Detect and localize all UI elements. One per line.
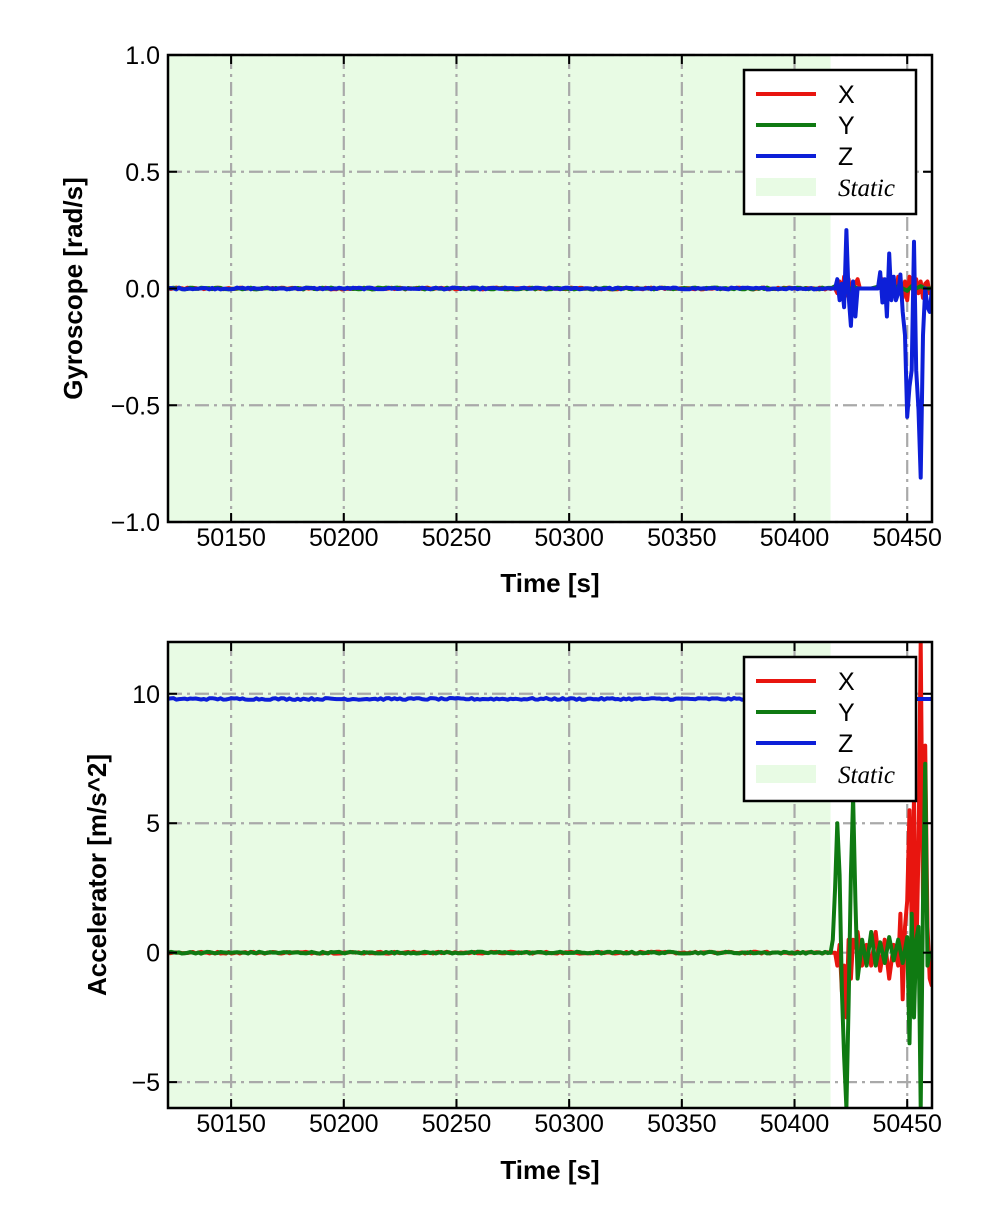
legend-label-Y: Y bbox=[838, 112, 855, 140]
legend: XYZ Static bbox=[742, 68, 918, 216]
series-line-Z bbox=[168, 228, 932, 480]
y-tick-label: −1.0 bbox=[111, 509, 160, 537]
y-tick-label: 10 bbox=[132, 681, 160, 709]
y-tick-label: 0 bbox=[146, 940, 160, 968]
legend-label-X: X bbox=[838, 668, 855, 696]
x-tick-label: 50350 bbox=[647, 524, 717, 552]
x-tick-label: 50300 bbox=[534, 1110, 604, 1138]
chart-panel-2: 50150 50200 50250 50300 50350 50400 50450 −5 0 5 1… bbox=[82, 640, 942, 1185]
legend-label-static: Static bbox=[838, 175, 895, 202]
x-tick-label: 50450 bbox=[872, 524, 942, 552]
x-axis-label: Time [s] bbox=[500, 568, 599, 598]
legend-label-static: Static bbox=[838, 762, 895, 789]
legend-label-Y: Y bbox=[838, 699, 855, 727]
y-tick-label: −5 bbox=[131, 1069, 160, 1097]
x-axis-label: Time [s] bbox=[500, 1155, 599, 1185]
x-tick-label: 50350 bbox=[647, 1110, 717, 1138]
legend-label-X: X bbox=[838, 81, 855, 109]
axes-frame bbox=[166, 640, 934, 1110]
legend-swatch-static bbox=[756, 178, 816, 196]
legend-swatch-static bbox=[756, 765, 816, 783]
x-tick-label: 50150 bbox=[196, 524, 266, 552]
y-tick-label: −0.5 bbox=[111, 392, 160, 420]
series-line-Y bbox=[168, 761, 932, 1108]
x-tick-label: 50300 bbox=[534, 524, 604, 552]
y-axis-label: Accelerator [m/s^2] bbox=[82, 754, 112, 996]
y-tick-label: 0.5 bbox=[125, 159, 160, 187]
chart-panel-1: 50150 50200 50250 50300 50350 50400 50450 −1.0 −… bbox=[58, 42, 942, 598]
x-tick-label: 50450 bbox=[872, 1110, 942, 1138]
y-tick-label: 5 bbox=[146, 810, 160, 838]
static-region bbox=[168, 642, 831, 1108]
y-axis-label: Gyroscope [rad/s] bbox=[58, 177, 88, 400]
legend-label-Z: Z bbox=[838, 143, 853, 171]
x-tick-label: 50250 bbox=[422, 524, 492, 552]
x-tick-label: 50200 bbox=[309, 524, 379, 552]
x-tick-label: 50250 bbox=[422, 1110, 492, 1138]
y-tick-label: 1.0 bbox=[125, 42, 160, 70]
legend-label-Z: Z bbox=[838, 730, 853, 758]
x-tick-label: 50150 bbox=[196, 1110, 266, 1138]
y-tick-label: 0.0 bbox=[125, 276, 160, 304]
x-tick-label: 50200 bbox=[309, 1110, 379, 1138]
x-tick-label: 50400 bbox=[760, 1110, 830, 1138]
x-tick-label: 50400 bbox=[760, 524, 830, 552]
legend: XYZ Static bbox=[742, 655, 918, 803]
